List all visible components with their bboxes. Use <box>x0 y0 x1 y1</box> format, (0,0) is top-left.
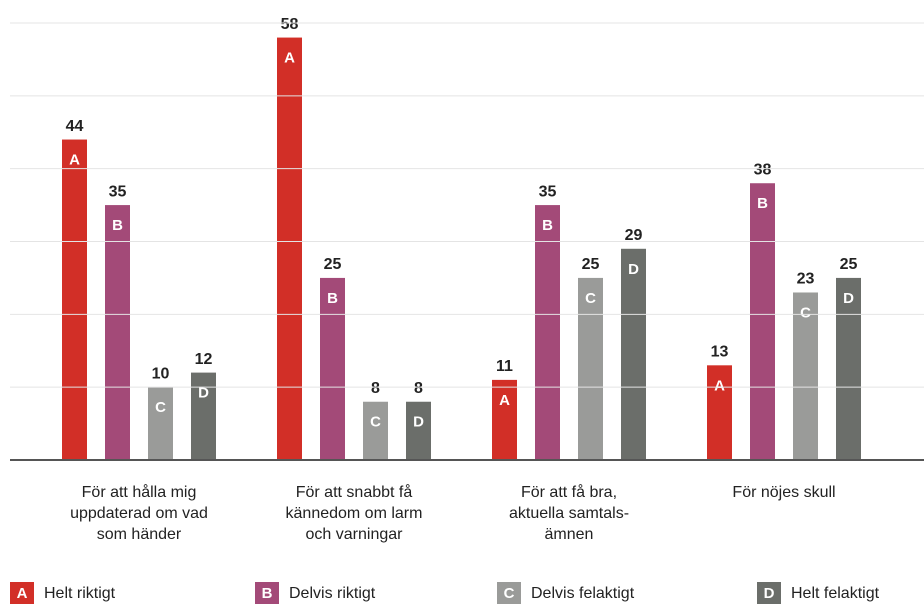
bar-letter: C <box>585 290 596 307</box>
legend-label: Delvis felaktigt <box>531 585 635 602</box>
value-label: 25 <box>840 256 858 273</box>
bar <box>707 365 732 460</box>
legend-swatch <box>255 582 279 604</box>
bar <box>148 387 173 460</box>
bar-letter: A <box>499 392 510 409</box>
value-label: 58 <box>281 16 299 33</box>
value-label: 8 <box>414 380 423 397</box>
value-label: 25 <box>324 256 342 273</box>
value-label: 13 <box>711 344 729 361</box>
value-label: 12 <box>195 351 213 368</box>
bar-letter: A <box>714 377 725 394</box>
value-label: 8 <box>371 380 380 397</box>
value-label: 29 <box>625 227 643 244</box>
value-label: 35 <box>109 183 127 200</box>
value-label: 11 <box>496 358 513 375</box>
bar <box>836 277 861 460</box>
legend-label: Delvis riktigt <box>289 585 376 602</box>
bar-letter: D <box>843 290 854 307</box>
bar-letter: A <box>284 50 295 67</box>
bar-letter: C <box>155 399 166 416</box>
bar <box>62 139 87 461</box>
legend-letter: D <box>764 585 775 602</box>
x-tick-label: För att snabbt få kännedom om larm och v… <box>285 484 423 543</box>
legend-swatch <box>497 582 521 604</box>
bar <box>578 277 603 460</box>
bar <box>535 205 560 460</box>
bar <box>793 292 818 460</box>
bar <box>363 401 388 460</box>
bar-letter: B <box>542 217 553 234</box>
bar <box>320 277 345 460</box>
bar-letter: B <box>112 217 123 234</box>
legend-letter: C <box>504 585 515 602</box>
value-label: 38 <box>754 161 772 178</box>
bar <box>406 401 431 460</box>
value-label: 23 <box>797 271 815 288</box>
x-tick-label: För att få bra, aktuella samtals- ämnen <box>508 484 630 543</box>
bar-letter: B <box>757 195 768 212</box>
bar <box>277 37 302 461</box>
bar-letter: D <box>198 385 209 402</box>
value-label: 25 <box>582 256 600 273</box>
bar-letter: C <box>370 414 381 431</box>
legend-label: Helt felaktigt <box>791 585 880 602</box>
bar <box>621 248 646 460</box>
bar <box>105 205 130 460</box>
legend-swatch <box>757 582 781 604</box>
bar-letter: A <box>69 152 80 169</box>
x-tick-label: För nöjes skull <box>732 484 836 501</box>
legend-label: Helt riktigt <box>44 585 116 602</box>
value-label: 35 <box>539 183 557 200</box>
bar-letter: D <box>628 261 639 278</box>
bar <box>750 183 775 460</box>
bar-letter: D <box>413 414 424 431</box>
bar <box>492 379 517 460</box>
bar-letter: B <box>327 290 338 307</box>
bar-letter: C <box>800 304 811 321</box>
legend-letter: A <box>17 585 28 602</box>
value-label: 44 <box>66 118 84 135</box>
legend-swatch <box>10 582 34 604</box>
value-label: 10 <box>152 365 170 382</box>
x-tick-label: För att hålla mig uppdaterad om vad som … <box>70 484 208 543</box>
legend-letter: B <box>262 585 273 602</box>
